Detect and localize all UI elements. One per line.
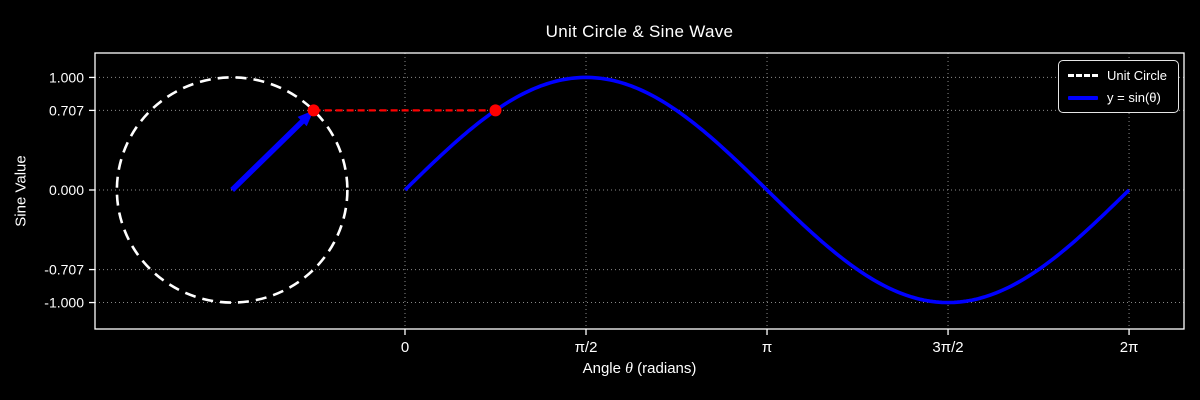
legend: Unit Circle y = sin(θ)	[1058, 60, 1179, 113]
x-tick-label: 0	[401, 339, 409, 356]
curve-point-marker	[489, 104, 502, 117]
solid-line-sample-icon	[1068, 95, 1099, 100]
y-tick-label: 0.000	[49, 182, 84, 198]
y-axis-label: Sine Value	[12, 155, 30, 227]
x-axis-label: Angle θ (radians)	[95, 360, 1184, 378]
x-axis-label-suffix: (radians)	[633, 360, 697, 377]
chart-title: Unit Circle & Sine Wave	[545, 22, 734, 41]
circle-point-marker	[307, 104, 320, 117]
unit-circle	[115, 76, 349, 304]
dashed-line-sample-icon	[1068, 74, 1099, 77]
sine-curve	[403, 75, 1131, 305]
radius-arrow-shaft	[230, 116, 308, 192]
legend-label: Unit Circle	[1107, 68, 1167, 83]
y-tick-label: -1.000	[44, 295, 84, 311]
y-tick-label: -0.707	[44, 262, 84, 278]
legend-label: y = sin(θ)	[1107, 90, 1161, 105]
y-tick-label: 1.000	[49, 69, 84, 85]
x-tick-label: 2π	[1120, 339, 1139, 356]
x-tick-label: π	[762, 339, 772, 356]
y-tick-label: 0.707	[49, 102, 84, 118]
legend-entry-sine: y = sin(θ)	[1068, 90, 1167, 105]
plot-frame	[94, 52, 1185, 330]
x-tick-label: 3π/2	[932, 339, 963, 356]
x-axis-label-prefix: Angle	[582, 360, 626, 377]
legend-entry-unit-circle: Unit Circle	[1068, 68, 1167, 83]
x-tick-label: π/2	[575, 339, 598, 356]
theta-symbol: θ	[625, 360, 634, 377]
